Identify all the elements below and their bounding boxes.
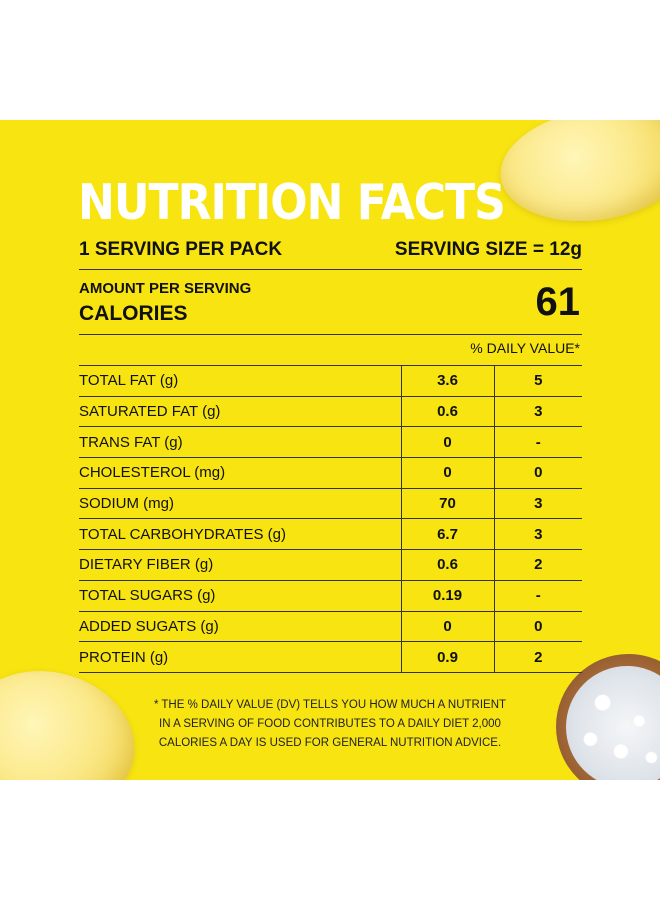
- table-row: TRANS FAT (g) 0 -: [79, 426, 582, 459]
- nutrient-daily-value: -: [494, 426, 582, 459]
- table-row: CHOLESTEROL (mg) 0 0: [79, 457, 582, 489]
- nutrient-daily-value: 0: [494, 457, 582, 489]
- nutrient-name: SATURATED FAT (g): [79, 395, 401, 428]
- salt-icon: [566, 666, 660, 780]
- nutrient-amount: 0.6: [400, 549, 495, 581]
- nutrient-amount: 0.9: [400, 641, 495, 673]
- divider: [79, 269, 582, 270]
- nutrient-daily-value: 3: [494, 395, 582, 428]
- nutrition-facts-title: NUTRITION FACTS: [78, 174, 506, 232]
- footnote-line: IN A SERVING OF FOOD CONTRIBUTES TO A DA…: [159, 718, 501, 730]
- nutrient-name: SODIUM (mg): [79, 487, 401, 520]
- nutrient-daily-value: 2: [494, 641, 582, 673]
- daily-value-header: % DAILY VALUE*: [470, 340, 580, 356]
- potato-chip-icon: [0, 655, 148, 780]
- potato-chip-icon: [493, 120, 660, 233]
- nutrient-daily-value: 5: [494, 365, 582, 397]
- daily-value-footnote: * THE % DAILY VALUE (DV) TELLS YOU HOW M…: [130, 696, 530, 753]
- nutrient-name: TOTAL FAT (g): [79, 365, 401, 397]
- nutrient-amount: 0.6: [400, 395, 495, 428]
- table-row: TOTAL SUGARS (g) 0.19 -: [79, 579, 582, 612]
- calories-value: 61: [535, 280, 581, 324]
- serving-size: SERVING SIZE = 12g: [394, 239, 582, 260]
- nutrient-name: PROTEIN (g): [79, 641, 401, 673]
- table-row: PROTEIN (g) 0.9 2: [79, 641, 582, 673]
- nutrient-amount: 0: [400, 426, 495, 459]
- nutrient-amount: 3.6: [400, 365, 495, 397]
- table-row: TOTAL FAT (g) 3.6 5: [79, 365, 582, 397]
- nutrient-daily-value: 0: [494, 610, 582, 643]
- table-row: SATURATED FAT (g) 0.6 3: [79, 395, 582, 428]
- nutrient-name: CHOLESTEROL (mg): [79, 457, 401, 489]
- table-row: DIETARY FIBER (g) 0.6 2: [79, 549, 582, 581]
- nutrient-daily-value: 3: [494, 518, 582, 551]
- amount-per-serving: AMOUNT PER SERVING: [79, 280, 252, 297]
- table-row: TOTAL CARBOHYDRATES (g) 6.7 3: [79, 518, 582, 551]
- nutrient-daily-value: 2: [494, 549, 582, 581]
- calories-label: CALORIES: [79, 302, 188, 325]
- nutrient-name: TOTAL CARBOHYDRATES (g): [79, 518, 401, 551]
- nutrient-amount: 0.19: [400, 579, 495, 612]
- divider: [79, 334, 582, 335]
- footnote-line: * THE % DAILY VALUE (DV) TELLS YOU HOW M…: [153, 699, 507, 711]
- serving-info: 1 SERVING PER PACK SERVING SIZE = 12g: [79, 234, 582, 266]
- nutrient-amount: 70: [400, 487, 495, 520]
- nutrition-panel: NUTRITION FACTS 1 SERVING PER PACK SERVI…: [0, 120, 660, 780]
- table-row: SODIUM (mg) 70 3: [79, 487, 582, 520]
- servings-per-pack: 1 SERVING PER PACK: [79, 239, 283, 260]
- nutrient-table: TOTAL FAT (g) 3.6 5 SATURATED FAT (g) 0.…: [79, 365, 582, 673]
- nutrient-amount: 0: [400, 610, 495, 643]
- nutrient-daily-value: -: [494, 579, 582, 612]
- nutrient-name: TRANS FAT (g): [79, 426, 401, 459]
- nutrient-amount: 0: [400, 457, 495, 489]
- nutrient-name: ADDED SUGATS (g): [79, 610, 401, 643]
- nutrient-name: TOTAL SUGARS (g): [79, 579, 401, 612]
- footnote-line: CALORIES A DAY IS USED FOR GENERAL NUTRI…: [158, 737, 502, 749]
- table-row: ADDED SUGATS (g) 0 0: [79, 610, 582, 643]
- nutrient-daily-value: 3: [494, 487, 582, 520]
- nutrient-name: DIETARY FIBER (g): [79, 549, 401, 581]
- nutrient-amount: 6.7: [400, 518, 495, 551]
